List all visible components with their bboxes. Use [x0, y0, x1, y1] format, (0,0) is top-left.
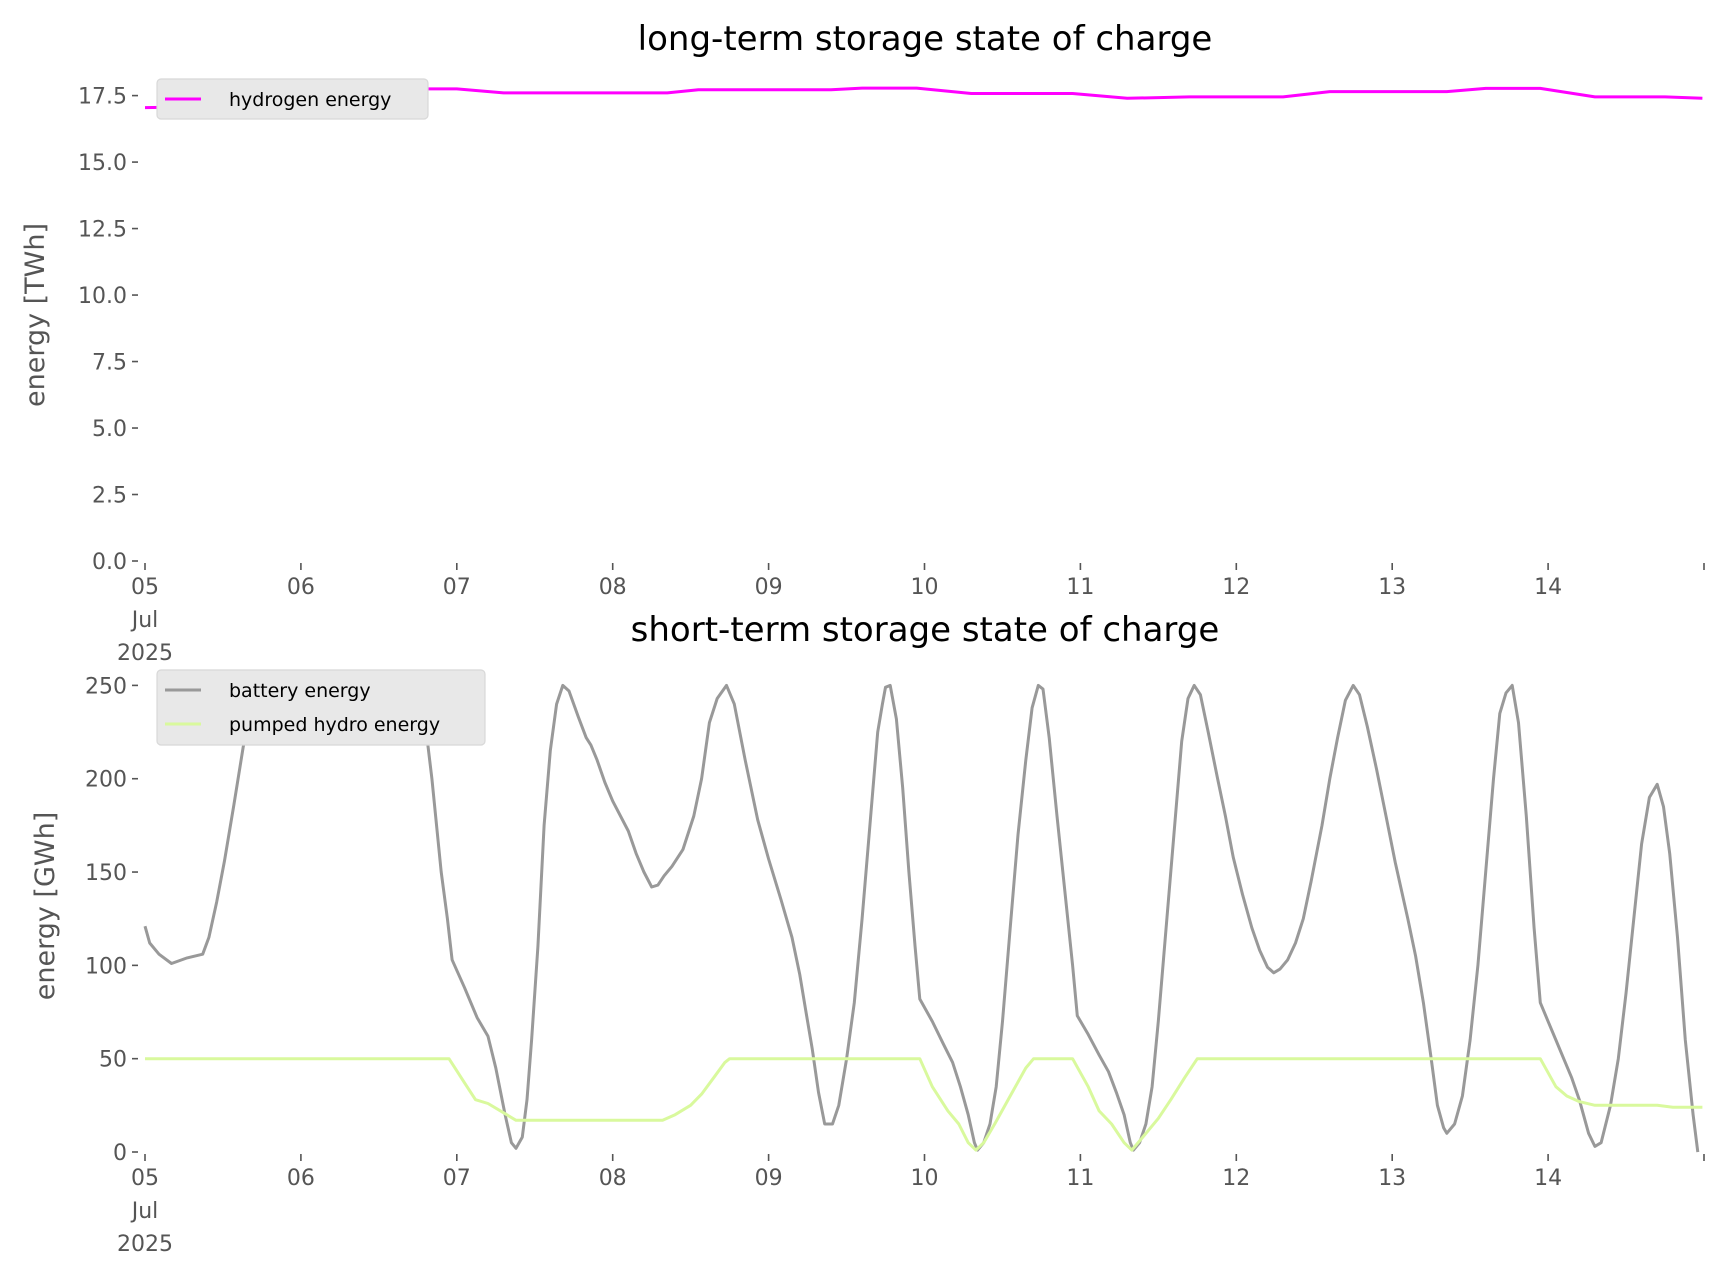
x-tick-label: 08	[599, 575, 627, 600]
chart-title-bottom: short-term storage state of charge	[631, 610, 1220, 650]
y-tick-label: 10.0	[78, 284, 127, 309]
x-tick-label: 05	[131, 1166, 159, 1191]
x-tick-label: 13	[1378, 575, 1406, 600]
x-tick-label: 10	[911, 575, 939, 600]
x-tick-label: 13	[1378, 1166, 1406, 1191]
legend-label: pumped hydro energy	[229, 714, 440, 736]
x-tick-label: 09	[755, 1166, 783, 1191]
x-tick-label: 12	[1222, 575, 1250, 600]
y-tick-label: 200	[85, 768, 127, 793]
y-tick-label: 7.5	[92, 351, 127, 376]
legend: battery energy pumped hydro energy	[156, 669, 486, 746]
chart-title-top: long-term storage state of charge	[638, 19, 1213, 59]
series-line-battery-energy	[143, 683, 1700, 1153]
x-tick-label: 08	[599, 1166, 627, 1191]
x-tick-label-extra: 2025	[117, 1232, 173, 1257]
x-tick-label: 06	[287, 575, 315, 600]
x-tick-label: 10	[911, 1166, 939, 1191]
x-tick-label-extra: Jul	[130, 608, 159, 633]
y-tick-label: 150	[85, 861, 127, 886]
y-tick-label: 15.0	[78, 151, 127, 176]
y-tick-label: 12.5	[78, 218, 127, 243]
y-tick-label: 0	[113, 1141, 127, 1166]
y-tick-label: 17.5	[78, 85, 127, 110]
legend-label: hydrogen energy	[229, 89, 391, 111]
x-tick-label: 05	[131, 575, 159, 600]
y-axis-label-top: energy [TWh]	[20, 223, 51, 407]
x-tick-label: 06	[287, 1166, 315, 1191]
y-tick-label: 2.5	[92, 484, 127, 509]
x-tick-label: 14	[1534, 575, 1562, 600]
y-tick-label: 100	[85, 954, 127, 979]
x-tick-label: 14	[1534, 1166, 1562, 1191]
y-tick-label: 50	[99, 1048, 127, 1073]
legend: hydrogen energy	[156, 78, 429, 120]
legend-label: battery energy	[229, 680, 371, 702]
x-tick-label-extra: 2025	[117, 641, 173, 666]
y-tick-label: 0.0	[92, 550, 127, 575]
series-line-pumped-hydro-energy	[145, 1057, 1703, 1152]
x-tick-label: 09	[755, 575, 783, 600]
x-tick-label: 11	[1066, 1166, 1094, 1191]
x-tick-label: 11	[1066, 575, 1094, 600]
x-tick-label: 12	[1222, 1166, 1250, 1191]
legend-box	[156, 669, 486, 746]
y-tick-label: 250	[85, 674, 127, 699]
y-tick-label: 5.0	[92, 417, 127, 442]
x-tick-label-extra: Jul	[130, 1199, 159, 1224]
x-tick-label: 07	[443, 575, 471, 600]
legend-box	[156, 78, 429, 120]
x-tick-label: 07	[443, 1166, 471, 1191]
y-axis-label-bottom: energy [GWh]	[30, 812, 61, 1000]
